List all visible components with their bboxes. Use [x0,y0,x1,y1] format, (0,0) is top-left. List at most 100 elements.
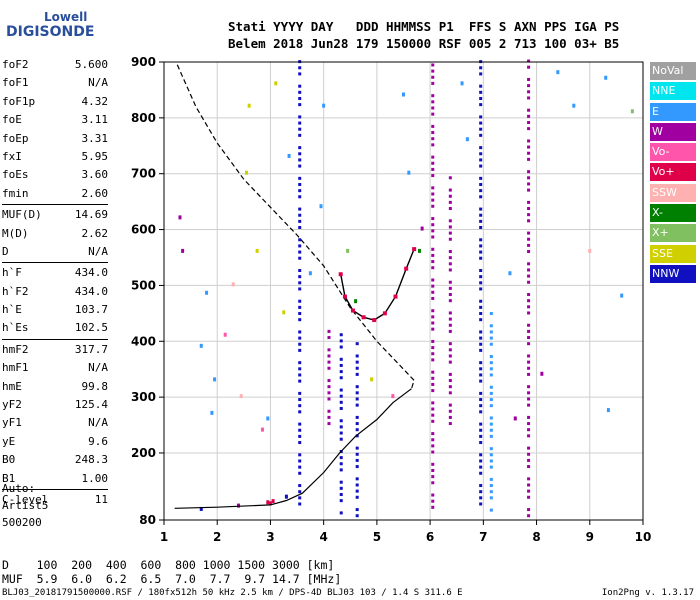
echo-mark [298,330,302,334]
echo-point [556,70,560,75]
echo-mark [431,382,435,386]
param-row: M(D) 2.62 [2,225,108,243]
echo-mark [298,379,302,383]
echo-mark [298,244,302,248]
echo-mark [479,226,483,230]
echo-mark [479,66,483,70]
auto-info: Auto: Artist5 500200 [2,480,48,531]
param-label: h`F2 [2,284,29,298]
echo-mark [479,146,483,150]
echo-mark [339,456,343,460]
echo-mark [527,391,531,395]
echo-point [604,75,608,80]
echo-mark [527,280,531,284]
param-row: foF1 N/A [2,74,108,92]
echo-mark [448,176,452,180]
echo-mark [479,195,483,199]
echo-mark [479,96,483,100]
param-row: yE 9.6 [2,433,108,451]
echo-mark [355,495,359,499]
echo-mark [298,410,302,414]
echo-mark [448,403,452,407]
param-value: N/A [88,244,108,258]
echo-mark [431,444,435,448]
echo-mark [479,422,483,426]
param-value: 5.600 [74,58,108,71]
echo-mark [479,189,483,193]
echo-mark [355,360,359,364]
trace-point [350,308,355,313]
echo-point [370,377,374,382]
echo-mark [298,465,302,469]
echo-mark [489,477,493,481]
echo-mark [431,290,435,294]
echo-mark [479,269,483,273]
x-tick-label: 3 [266,530,274,544]
echo-mark [298,361,302,365]
echo-mark [527,182,531,186]
echo-mark [527,508,531,512]
echo-mark [479,176,483,180]
echo-mark [431,432,435,436]
echo-mark [327,360,331,364]
echo-mark [339,468,343,472]
echo-mark [527,514,531,518]
echo-mark [339,345,343,349]
echo-mark [339,406,343,410]
echo-mark [527,354,531,358]
echo-point [354,299,358,304]
echo-mark [489,361,493,365]
echo-point [465,137,469,142]
echo-mark [527,299,531,303]
param-value: 103.7 [74,303,108,317]
param-row: foE 3.11 [2,111,108,129]
echo-mark [479,410,483,414]
echo-mark [355,391,359,395]
echo-mark [298,164,302,168]
echo-point [588,248,592,253]
auto-label: Auto: [2,482,36,495]
echo-mark [479,127,483,131]
echo-point [237,503,241,508]
legend-item: SSE [650,244,696,263]
echo-mark [298,502,302,506]
echo-mark [527,274,531,278]
echo-mark [355,342,359,346]
param-row: foF2 5.600 [2,56,108,74]
echo-mark [298,158,302,162]
echo-mark [298,207,302,211]
echo-point [231,282,235,287]
echo-mark [527,434,531,438]
param-label: h`F [2,266,22,280]
echo-mark [448,262,452,266]
param-value: 317.7 [74,342,108,356]
param-label: D [2,244,9,258]
echo-mark [479,459,483,463]
echo-mark [479,312,483,316]
echo-point [268,501,272,506]
echo-point [391,394,395,399]
param-label: hmE [2,379,22,393]
version-label: Ion2Png v. 1.3.17 [601,588,694,598]
echo-mark [339,437,343,441]
echo-mark [527,200,531,204]
echo-mark [431,493,435,497]
y-tick-label: 80 [139,513,156,527]
echo-mark [527,237,531,241]
echo-mark [448,237,452,241]
echo-mark [339,388,343,392]
echo-point [460,81,464,86]
echo-point [199,506,203,511]
echo-mark [479,152,483,156]
y-tick-label: 900 [131,55,156,69]
muf-value-row: MUF 5.9 6.0 6.2 6.5 7.0 7.7 9.7 14.7 [MH… [2,572,342,586]
echo-mark [431,327,435,331]
echo-mark [527,372,531,376]
echo-mark [479,115,483,119]
param-row: B1 1.00 [2,470,108,488]
echo-mark [298,269,302,273]
legend-item: NNW [650,264,696,283]
echo-mark [448,372,452,376]
echo-mark [339,363,343,367]
